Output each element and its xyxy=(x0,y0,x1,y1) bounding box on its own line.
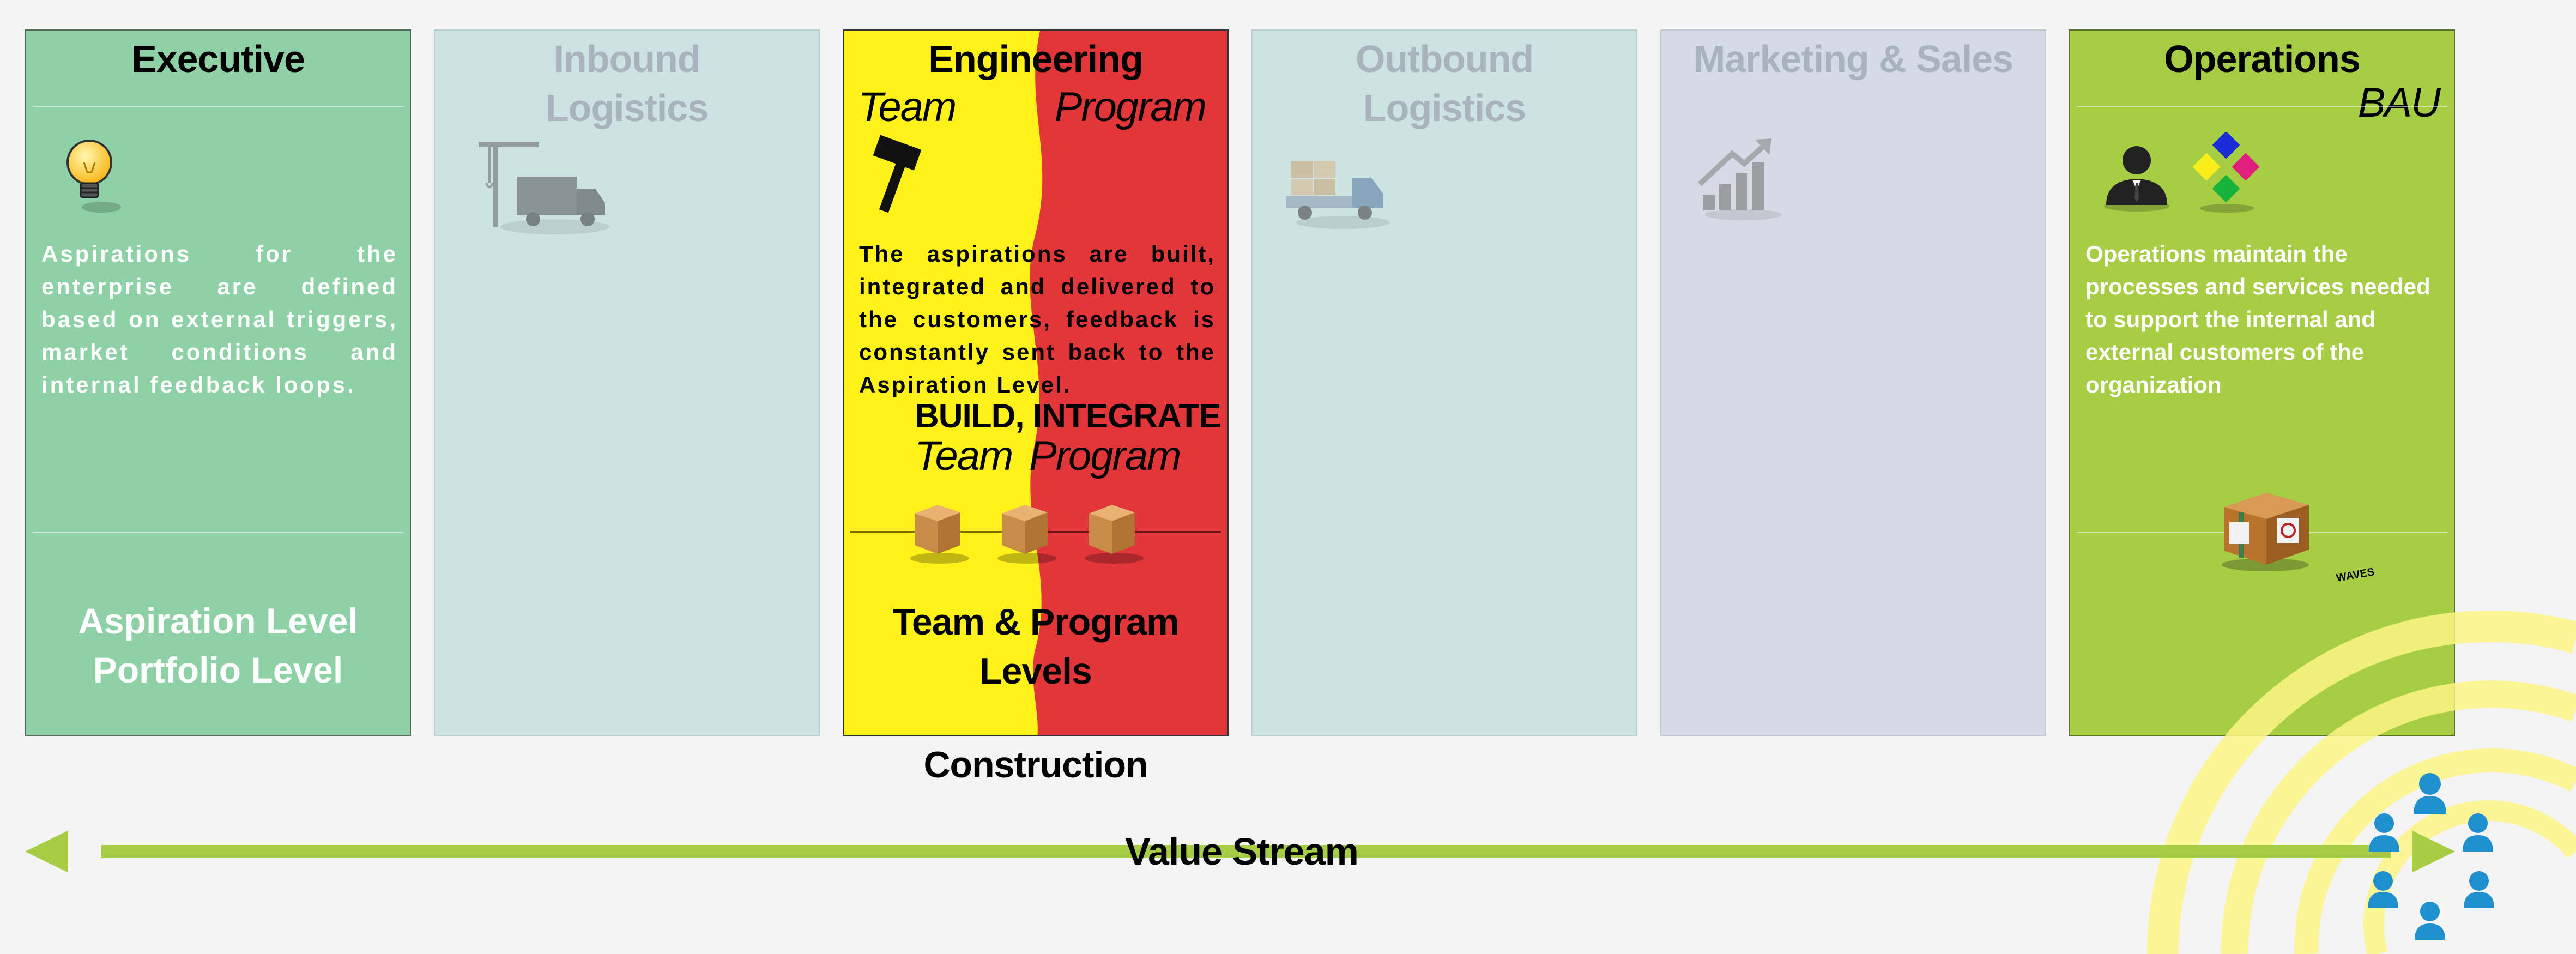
outbound-logistics-column: Outbound Logistics xyxy=(1251,29,1637,736)
engineering-description: The aspirations are built, integrated an… xyxy=(859,241,1216,397)
hammer-icon xyxy=(873,135,922,213)
value-stream-label: Value Stream xyxy=(1125,830,1359,873)
program-area xyxy=(1030,31,1227,735)
value-stream-left-arrow xyxy=(25,831,68,872)
executive-title: Executive xyxy=(131,38,305,80)
divider xyxy=(33,532,403,533)
crane-truck-icon xyxy=(479,142,609,234)
program-label: Program xyxy=(1054,84,1207,130)
operations-description: Operations maintain the processes and se… xyxy=(2085,241,2430,397)
customers-icon xyxy=(2368,773,2494,940)
bau-label: BAU xyxy=(2357,80,2441,126)
team-label: Team xyxy=(858,84,957,130)
outbound-title-line2: Logistics xyxy=(1363,87,1526,129)
executive-column: Executive Aspirations for the enterprise… xyxy=(25,29,411,736)
operations-column: Operations BAU Operations maintain the p… xyxy=(2069,29,2455,736)
team-label-secondary: Team xyxy=(915,433,1013,479)
divider xyxy=(2077,106,2447,107)
team-program-levels-line1: Team & Program xyxy=(892,601,1179,643)
lightbulb-icon xyxy=(66,140,121,213)
inbound-logistics-column: Inbound Logistics xyxy=(434,29,820,736)
marketing-sales-title: Marketing & Sales xyxy=(1694,38,2013,80)
aspiration-level-label: Aspiration Level xyxy=(78,601,358,641)
operations-title: Operations xyxy=(2164,38,2361,80)
portfolio-level-label: Portfolio Level xyxy=(93,650,343,690)
inbound-title-line1: Inbound xyxy=(553,38,700,80)
value-stream-right-arrow xyxy=(2412,831,2455,872)
divider xyxy=(33,106,403,107)
inbound-title-line2: Logistics xyxy=(545,87,709,129)
value-stream-bar xyxy=(101,845,2391,858)
build-integrate-label: BUILD, INTEGRATE xyxy=(915,397,1221,435)
team-program-levels-line2: Levels xyxy=(979,650,1092,692)
engineering-title: Engineering xyxy=(928,38,1143,80)
business-person-icon xyxy=(2104,146,2169,212)
growth-chart-icon xyxy=(1697,138,1781,220)
outbound-title-line1: Outbound xyxy=(1355,38,1534,80)
shipping-box-icon xyxy=(2222,493,2309,571)
colored-diamonds-icon xyxy=(2192,132,2260,213)
delivery-truck-icon xyxy=(1286,161,1390,229)
engineering-column: Engineering Team Program The aspirations… xyxy=(843,29,1229,736)
program-label-secondary: Program xyxy=(1029,433,1181,479)
executive-description: Aspirations for the enterprise are defin… xyxy=(41,241,398,397)
marketing-sales-column: Marketing & Sales xyxy=(1660,29,2046,736)
construction-label: Construction xyxy=(923,744,1148,786)
